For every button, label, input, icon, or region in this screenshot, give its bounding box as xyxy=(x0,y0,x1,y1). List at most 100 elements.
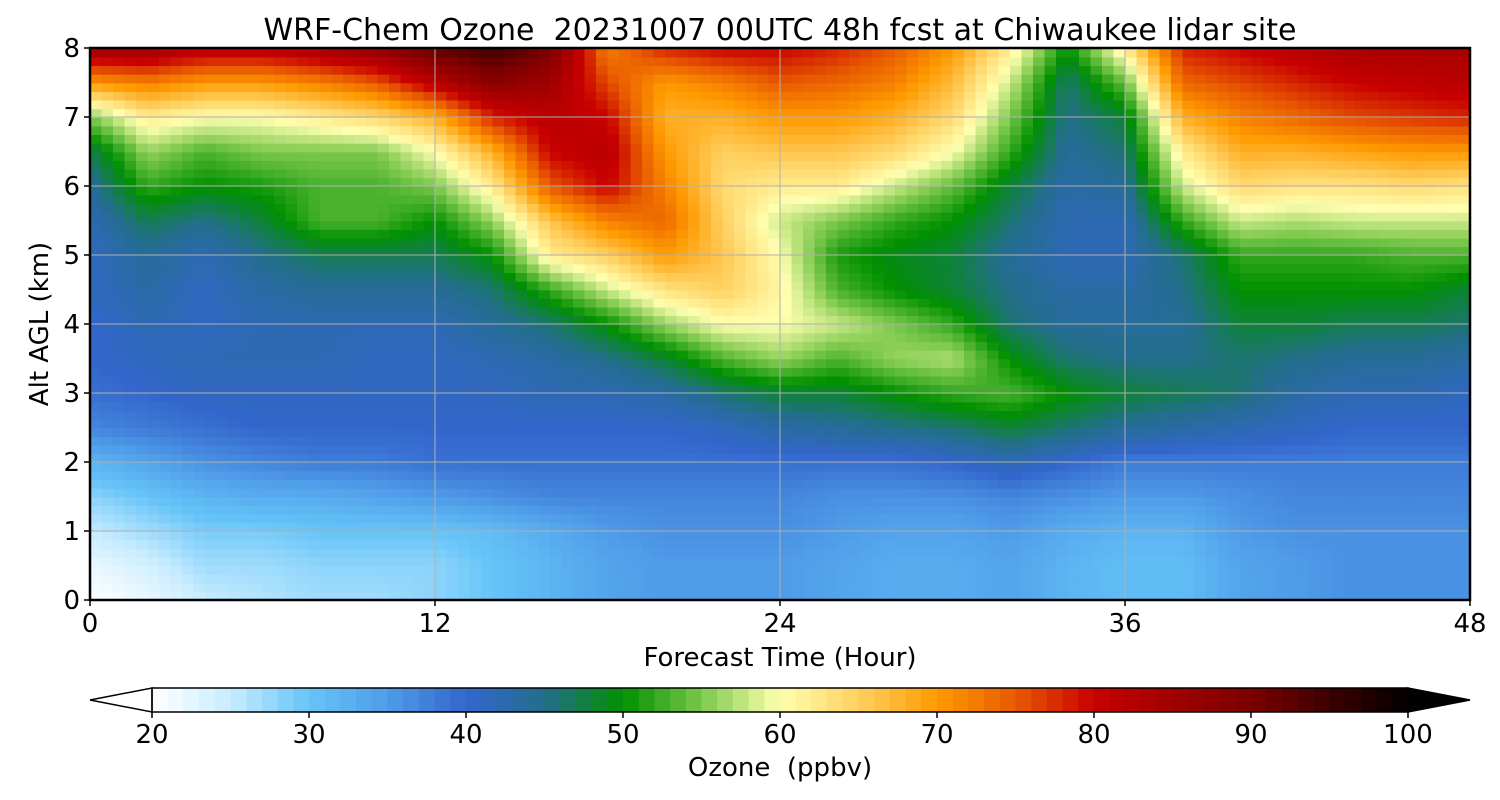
heatmap-cell xyxy=(906,582,919,593)
heatmap-cell xyxy=(354,134,367,144)
heatmap-cell xyxy=(216,539,229,550)
heatmap-cell xyxy=(147,358,160,368)
heatmap-cell xyxy=(504,393,517,403)
heatmap-cell xyxy=(182,151,195,161)
heatmap-cell xyxy=(182,393,195,403)
heatmap-cell xyxy=(653,393,666,403)
heatmap-cell xyxy=(814,160,827,170)
heatmap-cell xyxy=(745,186,758,196)
heatmap-cell xyxy=(90,272,103,282)
heatmap-cell xyxy=(619,315,632,325)
heatmap-cell xyxy=(182,513,195,524)
heatmap-cell xyxy=(906,246,919,256)
heatmap-cell xyxy=(929,315,942,325)
heatmap-cell xyxy=(343,548,356,558)
heatmap-cell xyxy=(251,574,264,584)
heatmap-cell xyxy=(193,427,206,437)
heatmap-cell xyxy=(354,522,367,532)
heatmap-cell xyxy=(285,384,298,394)
heatmap-cell xyxy=(975,531,988,541)
heatmap-cell xyxy=(113,177,126,187)
heatmap-cell xyxy=(665,496,678,506)
heatmap-cell xyxy=(90,160,103,170)
heatmap-cell xyxy=(205,211,218,222)
heatmap-cell xyxy=(343,194,356,205)
heatmap-cell xyxy=(412,194,425,205)
heatmap-cell xyxy=(251,151,264,161)
heatmap-cell xyxy=(619,582,632,593)
heatmap-cell xyxy=(170,332,183,343)
heatmap-cell xyxy=(780,255,793,265)
heatmap-cell xyxy=(412,48,425,58)
heatmap-cell xyxy=(918,91,931,101)
heatmap-cell xyxy=(331,298,344,308)
heatmap-cell xyxy=(527,91,540,101)
heatmap-cell xyxy=(849,470,862,481)
heatmap-cell xyxy=(872,332,885,343)
heatmap-cell xyxy=(320,401,333,412)
heatmap-cell xyxy=(251,332,264,343)
heatmap-cell xyxy=(676,548,689,558)
heatmap-cell xyxy=(159,151,172,161)
heatmap-cell xyxy=(423,263,436,274)
heatmap-cell xyxy=(711,513,724,524)
heatmap-cell xyxy=(826,522,839,532)
heatmap-cell xyxy=(101,358,114,368)
heatmap-cell xyxy=(331,315,344,325)
heatmap-cell xyxy=(435,82,448,92)
heatmap-cell xyxy=(791,168,804,179)
heatmap-cell xyxy=(722,574,735,584)
heatmap-cell xyxy=(515,531,528,541)
heatmap-cell xyxy=(515,384,528,394)
heatmap-cell xyxy=(653,332,666,343)
heatmap-cell xyxy=(400,565,413,575)
heatmap-cell xyxy=(883,134,896,144)
heatmap-cell xyxy=(389,280,402,291)
heatmap-cell xyxy=(216,203,229,213)
heatmap-cell xyxy=(826,237,839,248)
heatmap-cell xyxy=(297,220,310,230)
heatmap-cell xyxy=(423,539,436,550)
heatmap-cell xyxy=(561,117,574,127)
heatmap-cell xyxy=(711,556,724,567)
heatmap-cell xyxy=(837,91,850,101)
heatmap-cell xyxy=(952,168,965,179)
heatmap-cell xyxy=(262,341,275,351)
heatmap-cell xyxy=(872,272,885,282)
heatmap-cell xyxy=(366,324,379,334)
heatmap-cell xyxy=(159,375,172,386)
heatmap-cell xyxy=(929,73,942,84)
heatmap-cell xyxy=(596,401,609,412)
heatmap-cell xyxy=(814,134,827,144)
heatmap-cell xyxy=(619,125,632,136)
heatmap-cell xyxy=(860,194,873,205)
heatmap-cell xyxy=(895,237,908,248)
heatmap-cell xyxy=(228,556,241,567)
heatmap-cell xyxy=(952,73,965,84)
heatmap-cell xyxy=(964,487,977,498)
heatmap-cell xyxy=(676,56,689,67)
heatmap-cell xyxy=(837,229,850,239)
heatmap-cell xyxy=(124,358,137,368)
heatmap-cell xyxy=(699,211,712,222)
heatmap-cell xyxy=(975,401,988,412)
heatmap-cell xyxy=(193,73,206,84)
heatmap-cell xyxy=(216,556,229,567)
heatmap-cell xyxy=(895,367,908,377)
heatmap-cell xyxy=(124,194,137,205)
heatmap-cell xyxy=(837,522,850,532)
heatmap-cell xyxy=(308,229,321,239)
heatmap-cell xyxy=(400,384,413,394)
heatmap-cell xyxy=(274,462,287,472)
heatmap-cell xyxy=(630,332,643,343)
heatmap-cell xyxy=(550,237,563,248)
heatmap-cell xyxy=(113,358,126,368)
heatmap-cell xyxy=(308,246,321,256)
heatmap-cell xyxy=(366,160,379,170)
heatmap-cell xyxy=(745,591,758,600)
heatmap-cell xyxy=(619,117,632,127)
heatmap-cell xyxy=(630,186,643,196)
heatmap-cell xyxy=(837,306,850,317)
heatmap-cell xyxy=(504,375,517,386)
heatmap-cell xyxy=(538,418,551,429)
